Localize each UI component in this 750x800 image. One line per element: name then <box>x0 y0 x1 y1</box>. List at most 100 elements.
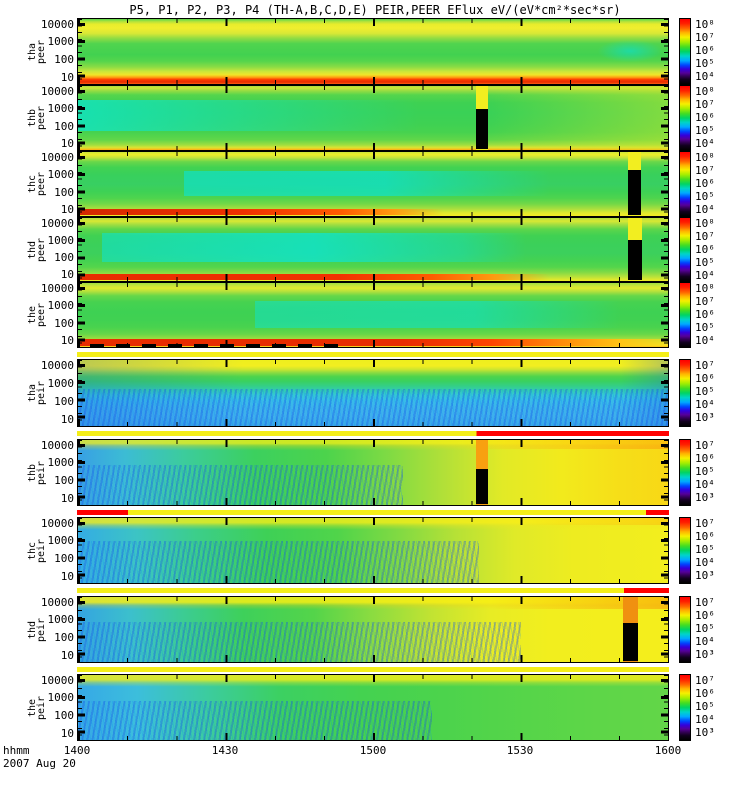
colorbar-label: 10⁴ <box>695 398 715 411</box>
colorbar-label: 10³ <box>695 491 715 504</box>
saturation-stripe <box>476 440 489 505</box>
colorbar-label: 10⁶ <box>695 308 715 321</box>
xaxis-format-label: hhmm <box>3 744 30 757</box>
colorbar-label: 10⁴ <box>695 137 715 150</box>
colorbar-label: 10⁵ <box>695 321 715 334</box>
colorbar-label: 10⁸ <box>695 217 715 230</box>
colorbar-label: 10⁶ <box>695 452 715 465</box>
colorbar-label: 10⁵ <box>695 124 715 137</box>
ytick-label: 10 <box>60 70 74 84</box>
colorbar-label: 10⁷ <box>695 596 715 609</box>
spectrogram-thd-peir <box>77 596 669 663</box>
colorbar-label: 10⁷ <box>695 295 715 308</box>
colorbar-label: 10⁴ <box>695 203 715 216</box>
spectrogram-tha-peer <box>77 18 669 85</box>
colorbar-label: 10⁷ <box>695 674 715 687</box>
ytick-label: 100 <box>54 316 74 330</box>
ytick-label: 1000 <box>47 534 75 548</box>
colorbar-label: 10³ <box>695 648 715 661</box>
status-bar-thd <box>77 588 669 593</box>
ytick-label: 10000 <box>40 17 74 31</box>
colorbar-label: 10⁷ <box>695 439 715 452</box>
cyan-flux-region <box>101 233 527 263</box>
spectrogram-thc-peer <box>77 151 669 217</box>
data-gap-bar <box>623 623 639 661</box>
ytick-label: 1000 <box>47 613 75 627</box>
ytick-label: 100 <box>54 53 74 67</box>
ytick-label: 10000 <box>40 438 74 452</box>
ytick-label: 100 <box>54 250 74 264</box>
panel-tha-peer: tha peer 10000 1000 100 10 10⁸ 10⁷ 10⁶ 10… <box>0 18 750 85</box>
xaxis-date-label: 2007 Aug 20 <box>3 757 76 770</box>
ytick-label: 1000 <box>47 102 75 116</box>
colorbar-label: 10⁶ <box>695 687 715 700</box>
colorbar-label: 10⁷ <box>695 164 715 177</box>
ytick-label: 100 <box>54 552 74 566</box>
xtick-label: 1430 <box>211 744 239 757</box>
saturation-stripe <box>476 86 489 150</box>
colorbar-label: 10⁵ <box>695 622 715 635</box>
xtick-label: 1600 <box>654 744 682 757</box>
ytick-label: 10000 <box>40 281 74 295</box>
spectrogram-thd-peer <box>77 217 669 282</box>
xtick-label: 1400 <box>63 744 91 757</box>
ytick-label: 10000 <box>40 673 74 687</box>
data-gap-bar <box>627 239 642 280</box>
saturation-stripe <box>627 152 641 216</box>
colorbar <box>679 18 691 85</box>
panel-tha-peir: tha peir 10000 1000 100 10 10⁷ 10⁶ 10⁵ 10… <box>0 359 750 427</box>
colorbar <box>679 359 691 427</box>
panel-the-peir: the peir 10000 1000 100 10 10⁷ 10⁶ 10⁵ 10… <box>0 674 750 741</box>
colorbar-label: 10⁸ <box>695 85 715 98</box>
colorbar-label: 10⁶ <box>695 372 715 385</box>
ytick-label: 1000 <box>47 35 75 49</box>
colorbar-label: 10⁴ <box>695 269 715 282</box>
ytick-label: 1000 <box>47 233 75 247</box>
noise-texture <box>78 540 480 583</box>
status-bar-the <box>77 667 669 672</box>
ytick-label: 10000 <box>40 216 74 230</box>
colorbar-label: 10⁴ <box>695 70 715 83</box>
figure-title: P5, P1, P2, P3, P4 (TH-A,B,C,D,E) PEIR,P… <box>129 3 621 17</box>
ytick-label: 100 <box>54 185 74 199</box>
panel-thb-peer: thb peer 10000 1000 100 10 10⁸ 10⁷ 10⁶ 10… <box>0 85 750 151</box>
ytick-label: 100 <box>54 119 74 133</box>
colorbar-label: 10⁵ <box>695 190 715 203</box>
colorbar-label: 10⁶ <box>695 44 715 57</box>
colorbar-label: 10⁶ <box>695 609 715 622</box>
cyan-flux-region <box>598 39 662 62</box>
colorbar-label: 10⁶ <box>695 243 715 256</box>
xtick-label: 1530 <box>506 744 534 757</box>
ytick-label: 1000 <box>47 168 75 182</box>
ytick-label: 10 <box>60 726 74 740</box>
colorbar-label: 10⁷ <box>695 98 715 111</box>
panel-thc-peer: thc peer 10000 1000 100 10 10⁸ 10⁷ 10⁶ 10… <box>0 151 750 217</box>
ytick-label: 100 <box>54 631 74 645</box>
spectrogram-thb-peer <box>77 85 669 151</box>
panel-thd-peir: thd peir 10000 1000 100 10 10⁷ 10⁶ 10⁵ 10… <box>0 596 750 663</box>
spectrogram-the-peer <box>77 282 669 348</box>
ytick-label: 10 <box>60 491 74 505</box>
status-bar-thc <box>77 510 669 515</box>
colorbar-label: 10⁵ <box>695 385 715 398</box>
panel-thd-peer: thd peer 10000 1000 100 10 10⁸ 10⁷ 10⁶ 10… <box>0 217 750 282</box>
ytick-label: 10 <box>60 267 74 281</box>
colorbar-label: 10⁵ <box>695 256 715 269</box>
ytick-label: 100 <box>54 394 74 408</box>
colorbar <box>679 282 691 348</box>
ytick-label: 10000 <box>40 150 74 164</box>
colorbar-label: 10⁸ <box>695 18 715 31</box>
panel-the-peer: the peer 10000 1000 100 10 10⁸ 10⁷ 10⁶ 10… <box>0 282 750 348</box>
ytick-label: 100 <box>54 474 74 488</box>
ytick-label: 10000 <box>40 84 74 98</box>
ytick-label: 1000 <box>47 376 75 390</box>
ytick-label: 10 <box>60 412 74 426</box>
spectrogram-thb-peir <box>77 439 669 506</box>
ytick-label: 1000 <box>47 456 75 470</box>
colorbar <box>679 596 691 663</box>
colorbar-label: 10⁷ <box>695 31 715 44</box>
ytick-label: 10000 <box>40 595 74 609</box>
colorbar <box>679 85 691 151</box>
ytick-label: 10000 <box>40 358 74 372</box>
